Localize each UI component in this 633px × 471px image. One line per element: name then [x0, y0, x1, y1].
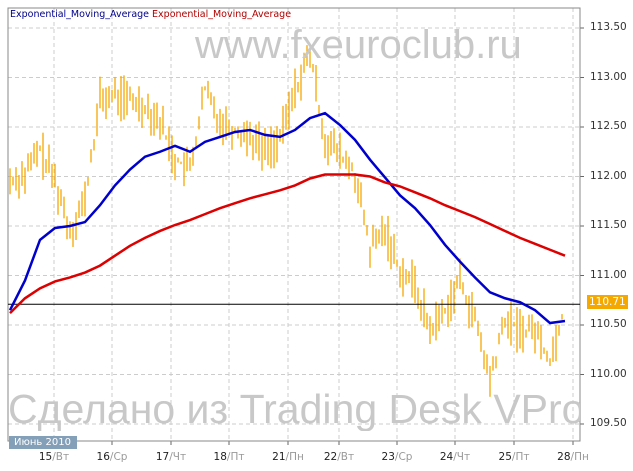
- x-tick-label: 23/Ср: [381, 451, 413, 463]
- x-tick-label: 16/Ср: [96, 451, 128, 463]
- x-tick-label: 24/Чт: [439, 451, 471, 463]
- legend-entry-ema-2: Exponential_Moving_Average: [152, 9, 292, 20]
- y-tick-label: 113.00: [590, 70, 627, 83]
- x-tick-label: 21/Пн: [272, 451, 304, 463]
- y-tick-label: 110.00: [590, 367, 627, 380]
- y-tick-label: 112.00: [590, 169, 627, 182]
- legend-entry-ema-1: Exponential_Moving_Average: [10, 9, 150, 20]
- x-tick-label: 15/Вт: [38, 451, 70, 463]
- y-tick-label: 112.50: [590, 120, 627, 132]
- watermark-bottom: Сделано из Trading Desk VPro: [8, 388, 580, 431]
- watermark-top: www.fxeuroclub.ru: [195, 23, 522, 67]
- last-price-label: 110.71: [587, 295, 628, 309]
- ema-line-2: [9, 173, 566, 315]
- x-tick-label: 18/Пт: [213, 451, 245, 463]
- ema-line-1: [8, 111, 566, 325]
- y-tick-label: 111.00: [590, 268, 627, 281]
- x-tick-label: 28/Пн: [557, 451, 589, 463]
- x-tick-label: 22/Вт: [323, 451, 355, 463]
- y-tick-label: 113.50: [590, 21, 627, 33]
- x-tick-label: 17/Чт: [155, 451, 187, 463]
- y-tick-label: 110.50: [590, 318, 627, 330]
- month-label: Июнь 2010: [9, 436, 77, 449]
- x-tick-label: 25/Пт: [498, 451, 530, 463]
- legend: Exponential_Moving_Average Exponential_M…: [10, 9, 291, 21]
- y-tick-label: 111.50: [590, 219, 627, 231]
- plot-border: [7, 7, 581, 442]
- y-tick-label: 109.50: [590, 417, 627, 429]
